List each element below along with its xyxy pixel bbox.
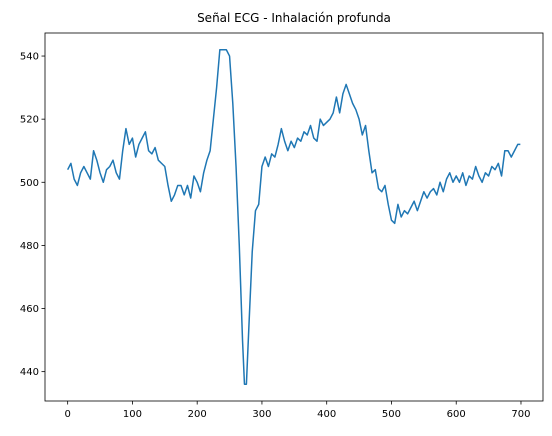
x-tick-label: 300: [252, 409, 271, 420]
x-tick-label: 700: [511, 409, 530, 420]
plot-frame: [44, 32, 544, 402]
x-tick-label: 100: [123, 409, 142, 420]
y-tick-label: 500: [20, 178, 39, 189]
chart-title: Señal ECG - Inhalación profunda: [197, 11, 391, 25]
y-tick-label: 540: [20, 52, 39, 63]
x-tick-label: 400: [317, 409, 336, 420]
y-tick-label: 440: [20, 367, 39, 378]
x-tick-label: 0: [64, 409, 70, 420]
y-tick-label: 480: [20, 241, 39, 252]
x-tick-label: 600: [447, 409, 466, 420]
y-tick-label: 460: [20, 304, 39, 315]
x-tick-label: 500: [382, 409, 401, 420]
line: [67, 48, 521, 386]
y-tick-label: 520: [20, 115, 39, 126]
x-tick-label: 200: [188, 409, 207, 420]
